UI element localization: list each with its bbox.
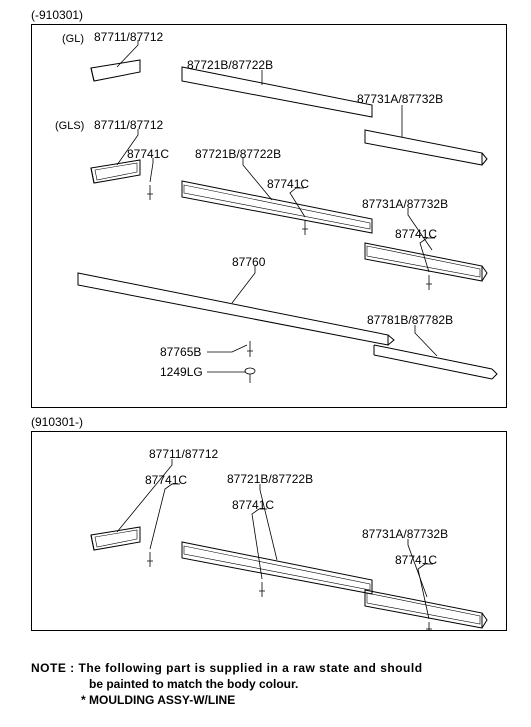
p1-l4: 87711/87712 xyxy=(94,118,163,132)
p1-l3: 87731A/87732B xyxy=(357,92,443,106)
panel1-svg xyxy=(32,25,508,409)
panel2: 87711/87712 87741C 87721B/87722B 87741C … xyxy=(31,431,507,631)
p2-l3: 87721B/87722B xyxy=(227,472,313,486)
p1-l12: 87765B xyxy=(160,345,201,359)
trim-gls: (GLS) xyxy=(55,120,84,132)
panel1: (GL) 87711/87712 87721B/87722B 87731A/87… xyxy=(31,24,507,408)
p2-l4: 87741C xyxy=(232,498,274,512)
note-line2: be painted to match the body colour. xyxy=(31,676,511,692)
p1-l11: 87781B/87782B xyxy=(367,313,453,327)
p1-l5: 87741C xyxy=(127,147,169,161)
panel2-header: (910301-) xyxy=(31,415,83,429)
p1-l8: 87731A/87732B xyxy=(362,197,448,211)
p1-l1: 87711/87712 xyxy=(94,30,163,44)
note-line1: NOTE : The following part is supplied in… xyxy=(31,660,511,676)
p2-l2: 87741C xyxy=(145,473,187,487)
p1-l6: 87721B/87722B xyxy=(195,147,281,161)
panel1-header: (-910301) xyxy=(31,8,83,22)
p1-l2: 87721B/87722B xyxy=(187,58,273,72)
p2-l5: 87731A/87732B xyxy=(362,527,448,541)
p1-l10: 87760 xyxy=(232,255,265,269)
p2-l6: 87741C xyxy=(395,553,437,567)
note-block: NOTE : The following part is supplied in… xyxy=(31,660,511,709)
note-line3: * MOULDING ASSY-W/LINE xyxy=(31,692,511,708)
p1-l13: 1249LG xyxy=(160,365,203,379)
p1-l9: 87741C xyxy=(395,227,437,241)
p1-l7: 87741C xyxy=(267,177,309,191)
p2-l1: 87711/87712 xyxy=(149,447,218,461)
trim-gl: (GL) xyxy=(62,33,84,45)
